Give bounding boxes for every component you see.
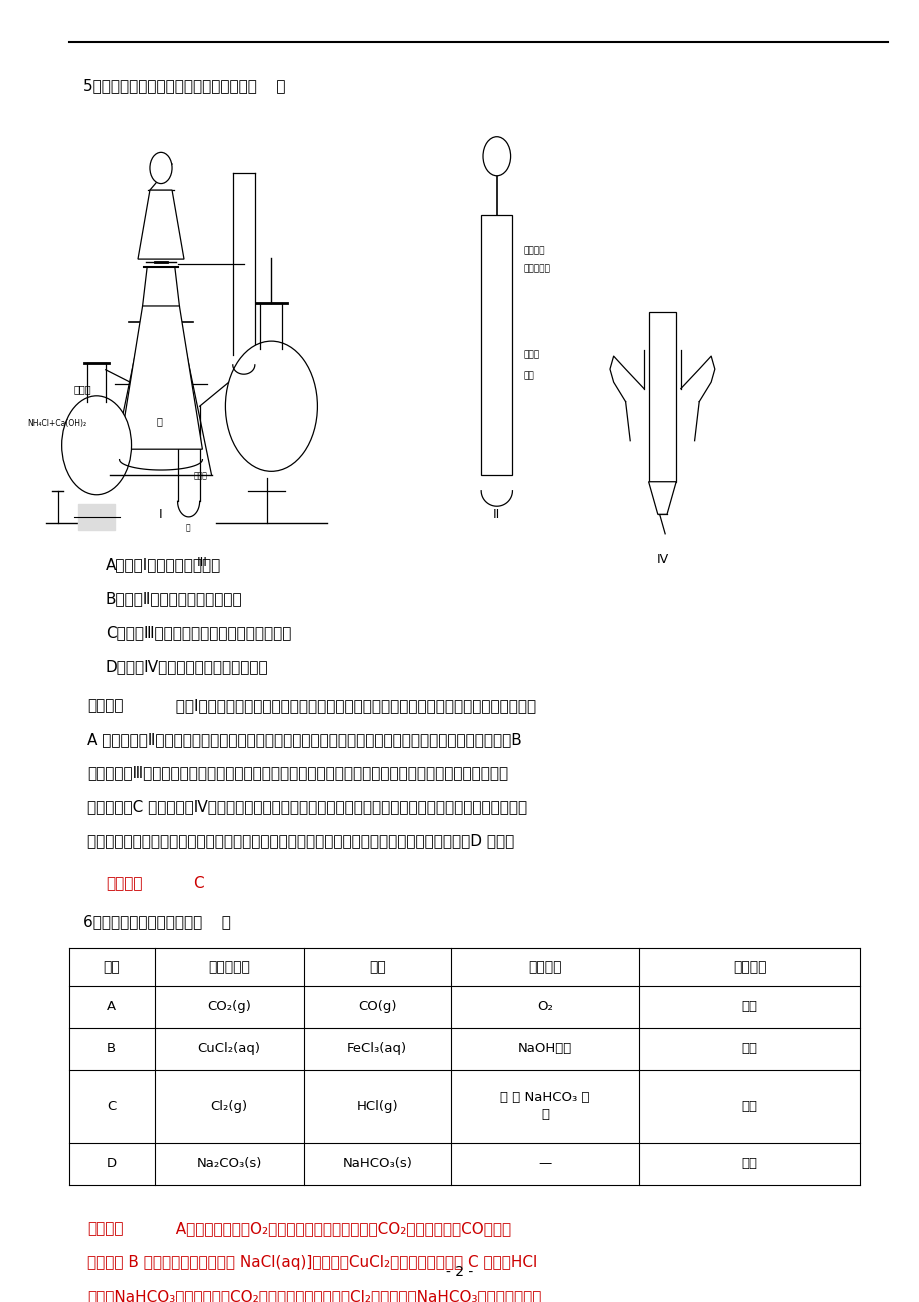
Text: 实验Ⅰ制取并收集氢气，不能用单孔橡胶塞，否则不能排出原来的空气且易发生安全事故，: 实验Ⅰ制取并收集氢气，不能用单孔橡胶塞，否则不能排出原来的空气且易发生安全事故， xyxy=(165,698,535,713)
Text: D．实验Ⅳ：检查碱式滴定管是否漏液: D．实验Ⅳ：检查碱式滴定管是否漏液 xyxy=(106,659,268,674)
Text: C: C xyxy=(107,1100,117,1113)
Polygon shape xyxy=(648,482,675,514)
Circle shape xyxy=(62,396,131,495)
Text: 定管是否漏液的正确方法是：向滴定管中注入少量水，把滴定管直立，观察下端是否有水漏出，D 错误。: 定管是否漏液的正确方法是：向滴定管中注入少量水，把滴定管直立，观察下端是否有水漏… xyxy=(87,833,514,849)
Text: 葡萄糖: 葡萄糖 xyxy=(523,350,539,359)
Text: 水: 水 xyxy=(186,523,190,533)
Text: 新制氢氧: 新制氢氧 xyxy=(523,246,544,255)
Text: 液: 液 xyxy=(540,1108,549,1121)
Text: IV: IV xyxy=(655,553,668,566)
Text: FeCl₃(aq): FeCl₃(aq) xyxy=(346,1043,407,1056)
FancyBboxPatch shape xyxy=(481,215,512,475)
Text: - 2 -: - 2 - xyxy=(446,1264,473,1279)
Text: NaOH溶液: NaOH溶液 xyxy=(517,1043,572,1056)
Text: III: III xyxy=(197,556,208,569)
Circle shape xyxy=(482,137,510,176)
Text: C: C xyxy=(193,876,204,892)
Text: Cl₂(g): Cl₂(g) xyxy=(210,1100,247,1113)
Text: 【解析】: 【解析】 xyxy=(87,1221,124,1237)
Text: 饱 和 NaHCO₃ 溶: 饱 和 NaHCO₃ 溶 xyxy=(500,1091,589,1104)
Text: 杂质: 杂质 xyxy=(369,960,385,974)
Circle shape xyxy=(225,341,317,471)
Text: NH₄Cl+Ca(OH)₂: NH₄Cl+Ca(OH)₂ xyxy=(28,419,86,428)
Text: 5．下列装置和操作能达到实验目的的是（    ）: 5．下列装置和操作能达到实验目的的是（ ） xyxy=(83,78,285,94)
Text: A选项，无法控制O₂的用量，易引入新杂质，且CO₂中混有的少量CO不易燃: A选项，无法控制O₂的用量，易引入新杂质，且CO₂中混有的少量CO不易燃 xyxy=(165,1221,510,1237)
Text: CO₂(g): CO₂(g) xyxy=(207,1000,251,1013)
Text: B: B xyxy=(108,1043,116,1056)
Polygon shape xyxy=(119,306,202,449)
Text: 稀盐酸: 稀盐酸 xyxy=(74,384,91,395)
Text: D: D xyxy=(107,1157,117,1170)
Text: 过滤: 过滤 xyxy=(741,1043,757,1056)
Text: 选项: 选项 xyxy=(103,960,120,974)
Text: 除杂试剂: 除杂试剂 xyxy=(528,960,562,974)
Text: HCl(g): HCl(g) xyxy=(356,1100,398,1113)
Text: 与饱和NaHCO₃溶液反应生成CO₂，会引入新的杂质，且Cl₂也能与饱和NaHCO₃溶液反应，错误: 与饱和NaHCO₃溶液反应生成CO₂，会引入新的杂质，且Cl₂也能与饱和NaHC… xyxy=(87,1289,541,1302)
Polygon shape xyxy=(138,190,184,259)
Text: 烧，错误 B 选项，会引入新的杂质 NaCl(aq)]，且易使CuCl₂也形成沉淀，错误 C 选项，HCl: 烧，错误 B 选项，会引入新的杂质 NaCl(aq)]，且易使CuCl₂也形成沉… xyxy=(87,1255,537,1271)
Circle shape xyxy=(150,152,172,184)
Text: A．实验Ⅰ：制取并收集氢气: A．实验Ⅰ：制取并收集氢气 xyxy=(106,557,221,573)
Text: 溶液: 溶液 xyxy=(523,371,534,380)
Text: O₂: O₂ xyxy=(537,1000,552,1013)
Text: Na₂CO₃(s): Na₂CO₃(s) xyxy=(196,1157,262,1170)
Text: B．实验Ⅱ：验证葡萄糖的还原性: B．实验Ⅱ：验证葡萄糖的还原性 xyxy=(106,591,243,607)
Text: C．实验Ⅲ：实验室制氨气并收集干燥的氨气: C．实验Ⅲ：实验室制氨气并收集干燥的氨气 xyxy=(106,625,290,641)
Text: 化铜悬浊液: 化铜悬浊液 xyxy=(523,264,550,273)
Text: NaHCO₃(s): NaHCO₃(s) xyxy=(342,1157,412,1170)
Text: 待提纯物质: 待提纯物质 xyxy=(208,960,250,974)
Text: II: II xyxy=(493,508,500,521)
Text: 错误；实验Ⅲ中氨气的制取装置、干燥装置和干燥试剂、向下排气法收集氨气以及尾气的防倒吸装置都正: 错误；实验Ⅲ中氨气的制取装置、干燥装置和干燥试剂、向下排气法收集氨气以及尾气的防… xyxy=(87,766,508,781)
Text: —: — xyxy=(538,1157,551,1170)
Text: 灼烧: 灼烧 xyxy=(741,1157,757,1170)
Text: 洗气: 洗气 xyxy=(741,1100,757,1113)
Text: 除杂方法: 除杂方法 xyxy=(732,960,766,974)
Text: 6．下列除杂方案正确的是（    ）: 6．下列除杂方案正确的是（ ） xyxy=(83,914,231,930)
Text: CuCl₂(aq): CuCl₂(aq) xyxy=(198,1043,260,1056)
Text: 确、合理，C 正确；实验Ⅳ是排出碱式滴定管尖嘴处的空气，而不是检查碱式滴定管是否漏液。检查碱式滴: 确、合理，C 正确；实验Ⅳ是排出碱式滴定管尖嘴处的空气，而不是检查碱式滴定管是否… xyxy=(87,799,527,815)
Bar xyxy=(648,312,675,482)
Text: 碱石灰: 碱石灰 xyxy=(193,471,207,480)
Text: A: A xyxy=(108,1000,116,1013)
Text: 【答案】: 【答案】 xyxy=(106,876,142,892)
Text: 【解析】: 【解析】 xyxy=(87,698,124,713)
Text: 点燃: 点燃 xyxy=(741,1000,757,1013)
Text: CO(g): CO(g) xyxy=(357,1000,396,1013)
Text: A 错误；实验Ⅱ用新制氢氧化铜悬浊液验证葡萄糖的还原性时，需要加热，且胶头滴管不能伸入试管内，B: A 错误；实验Ⅱ用新制氢氧化铜悬浊液验证葡萄糖的还原性时，需要加热，且胶头滴管不… xyxy=(87,732,522,747)
Text: I: I xyxy=(159,508,163,521)
Text: 锌: 锌 xyxy=(156,417,162,427)
